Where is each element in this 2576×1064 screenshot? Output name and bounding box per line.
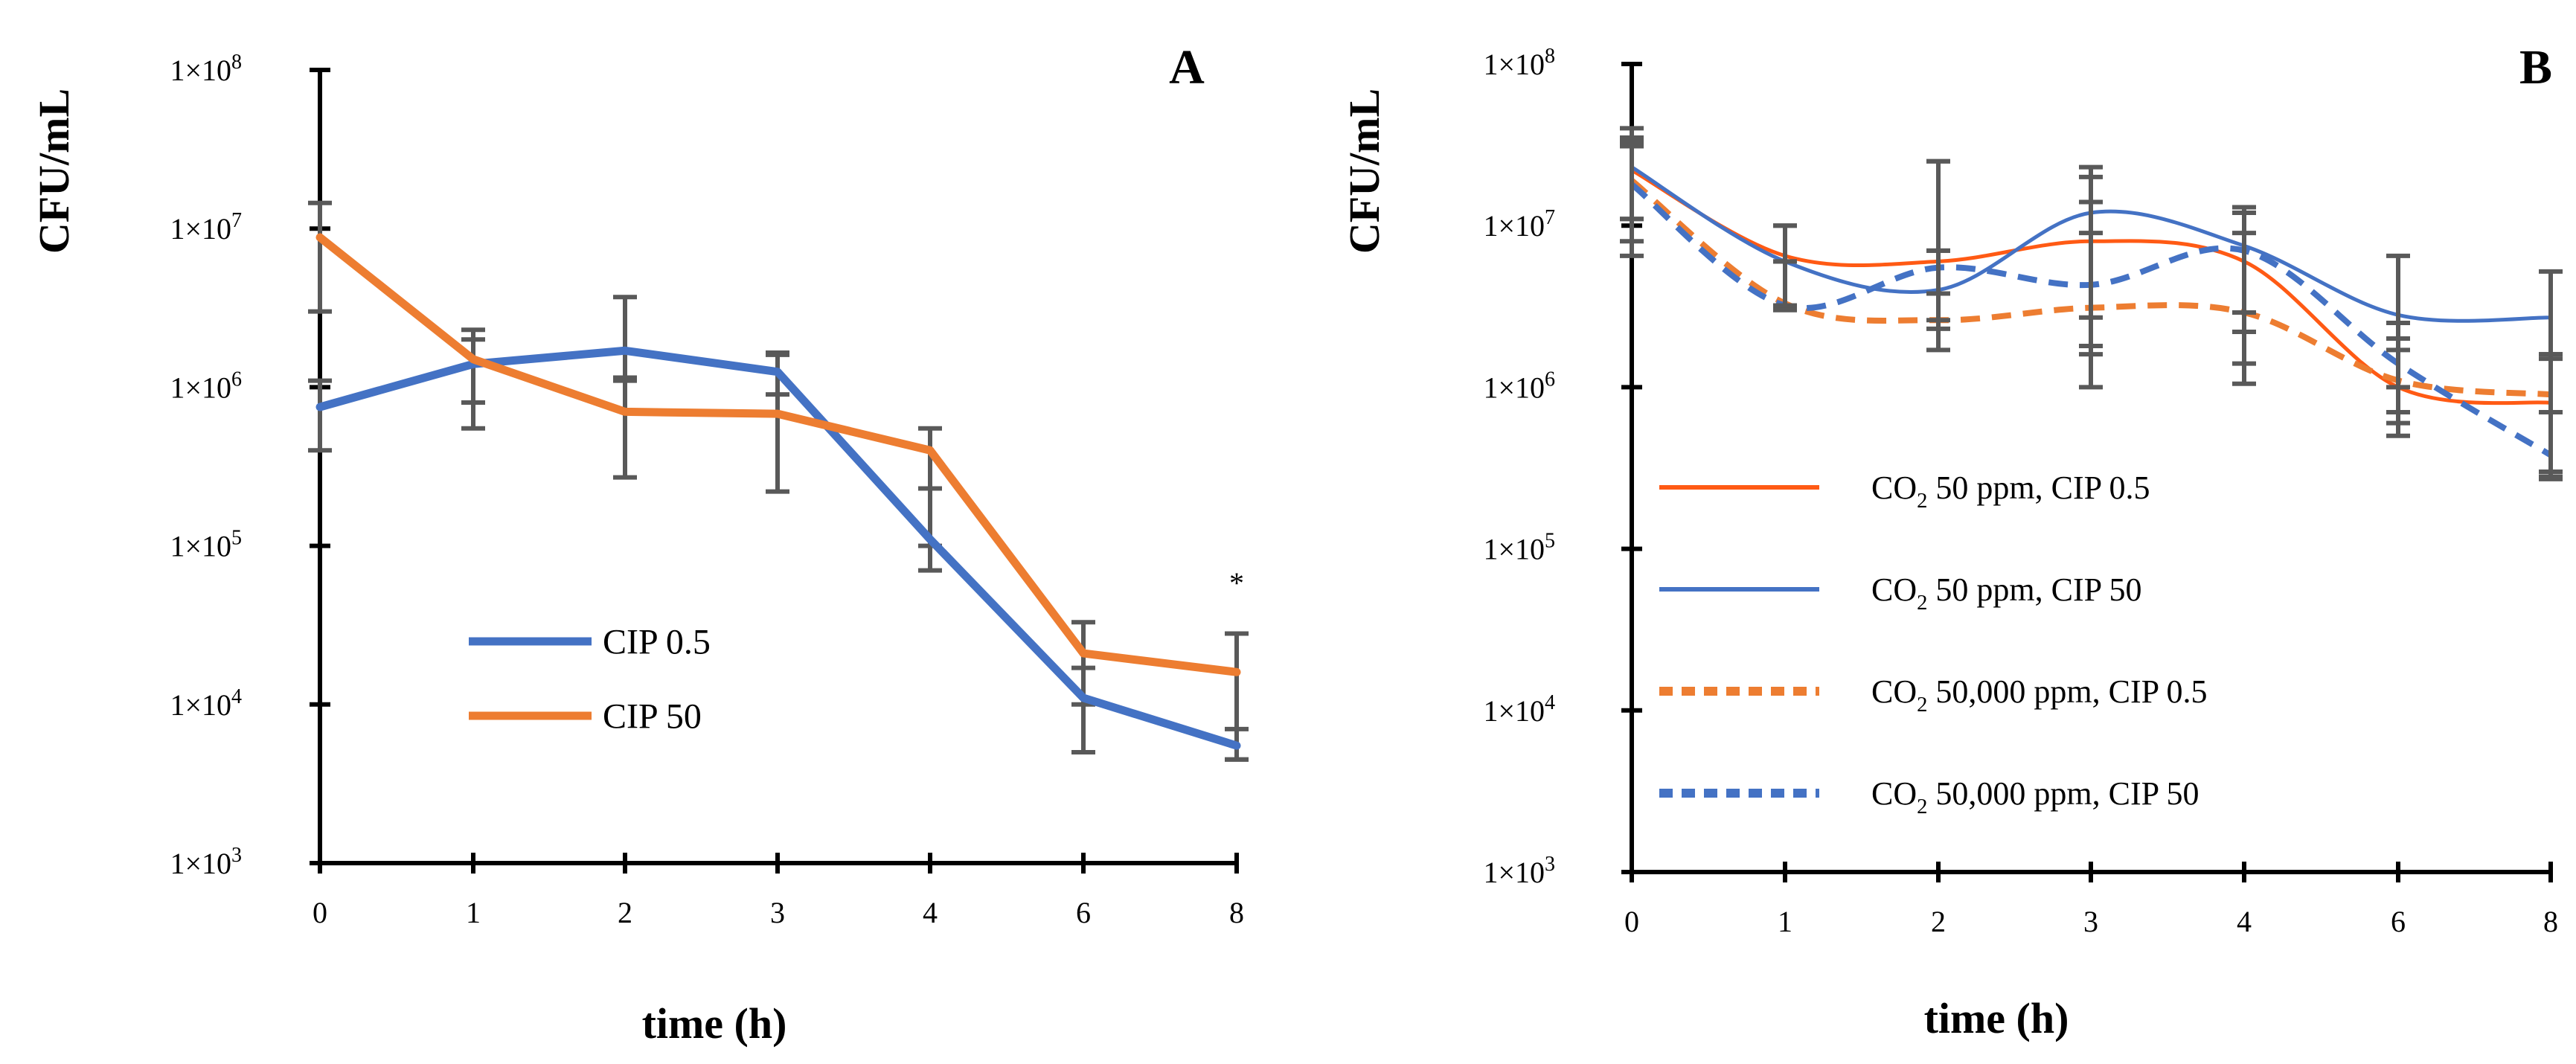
panel-b-x-tick-label: 6	[2391, 905, 2406, 938]
panel-b-error-bar	[1620, 126, 1644, 258]
panel-a-significance-marker: *	[1229, 566, 1244, 600]
panel-b-error-bar	[1926, 248, 1950, 296]
panel-b-error-bar	[2386, 320, 2410, 426]
panel-a-x-tick-label: 4	[923, 896, 938, 929]
panel-a-x-tick-label: 1	[466, 896, 481, 929]
panel-a-x-tick-label: 8	[1229, 896, 1244, 929]
panel-b-tick-labels: 1×103 1×104 1×105 1×106 1×107 1×108 0 1 2 3 4 6 8	[1483, 45, 2558, 938]
panel-a-y-tick-label: 1×103	[170, 844, 242, 880]
panel-a-error-bar	[613, 295, 637, 383]
panel-b-y-tick-label: 1×104	[1483, 691, 1555, 728]
panel-b-y-tick-label: 1×106	[1483, 368, 1555, 404]
panel-a-x-tick-label: 3	[770, 896, 785, 929]
panel-b-error-bars	[1620, 126, 2563, 481]
panel-b-legend-label: CO2 50,000 ppm, CIP 50	[1871, 775, 2199, 818]
panel-a-error-bars	[308, 200, 1249, 762]
panel-b-x-tick-label: 3	[2083, 905, 2098, 938]
panel-a-y-tick-label: 1×108	[170, 51, 242, 87]
panel-a-y-axis-title: CFU/mL	[30, 89, 78, 254]
panel-a-y-tick-label: 1×107	[170, 209, 242, 246]
panel-b-x-tick-label: 2	[1931, 905, 1946, 938]
panel-b-legend: CO2 50 ppm, CIP 0.5 CO2 50 ppm, CIP 50 CO2…	[1659, 469, 2207, 818]
panel-b-error-bar	[2539, 410, 2563, 479]
panel-b-y-axis-title: CFU/mL	[1340, 89, 1388, 254]
panel-a-x-tick-label: 0	[313, 896, 327, 929]
panel-b: B CFU/mL time (h) 1×1031×1041×1051×1061×…	[1340, 40, 2563, 1042]
panel-a-legend: CIP 0.5 CIP 50	[469, 622, 711, 736]
panel-a-x-tick-label: 6	[1076, 896, 1091, 929]
panel-b-legend-label: CO2 50,000 ppm, CIP 0.5	[1871, 673, 2207, 717]
panel-b-y-tick-label: 1×103	[1483, 853, 1555, 889]
panel-b-error-bar	[2232, 211, 2256, 335]
panel-b-y-tick-label: 1×105	[1483, 530, 1555, 566]
panel-b-letter: B	[2519, 40, 2552, 94]
panel-a-letter: A	[1169, 40, 1205, 94]
panel-a: A CFU/mL time (h) 1×1031×1041×1051×1061×…	[30, 40, 1249, 1048]
panel-a-series-lines	[315, 233, 1241, 750]
panel-b-error-bar	[1773, 259, 1797, 313]
panel-b-x-axis-title: time (h)	[1924, 994, 2069, 1042]
panel-a-x-tick-label: 2	[618, 896, 632, 929]
panel-a-error-bar	[461, 337, 485, 406]
panel-a-y-tick-label: 1×105	[170, 527, 242, 563]
panel-b-x-tick-label: 1	[1778, 905, 1792, 938]
panel-b-legend-label: CO2 50 ppm, CIP 0.5	[1871, 469, 2150, 513]
panel-a-error-bar	[613, 375, 637, 480]
panel-b-x-tick-label: 8	[2543, 905, 2558, 938]
panel-a-series-line-1	[315, 233, 1241, 676]
panel-a-x-axis-title: time (h)	[642, 999, 787, 1048]
panel-a-y-tick-label: 1×104	[170, 685, 242, 722]
panel-a-series-line-0	[315, 346, 1241, 750]
panel-b-y-tick-label: 1×107	[1483, 206, 1555, 243]
panel-a-error-bar	[308, 200, 332, 314]
panel-a-axes	[310, 68, 1239, 874]
panel-b-y-tick-label: 1×108	[1483, 45, 1555, 81]
panel-b-error-bar	[2539, 269, 2563, 357]
panel-b-x-tick-label: 4	[2237, 905, 2252, 938]
panel-b-error-bar	[2079, 174, 2103, 320]
panel-a-error-bar	[308, 378, 332, 453]
panel-a-legend-label: CIP 50	[603, 696, 702, 736]
panel-a-error-bar	[1225, 631, 1249, 762]
panel-b-x-tick-label: 0	[1624, 905, 1639, 938]
panel-a-y-tick-label: 1×106	[170, 368, 242, 404]
panel-a-tick-labels: 1×103 1×104 1×105 1×106 1×107 1×108 0 1 2 3 4 6 8	[170, 51, 1244, 929]
panel-b-legend-label: CO2 50 ppm, CIP 50	[1871, 571, 2141, 615]
panel-a-legend-label: CIP 0.5	[603, 622, 711, 661]
